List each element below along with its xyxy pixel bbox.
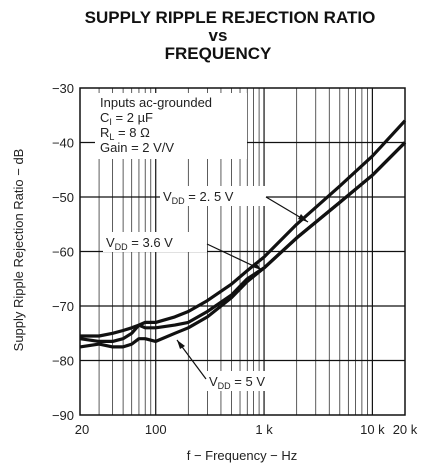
chart-title-line-3: FREQUENCY [164,44,272,63]
x-tick-label: 20 k [393,422,418,437]
x-axis-label: f − Frequency − Hz [187,448,298,463]
y-tick-label: −60 [52,245,74,260]
y-tick-label: −70 [52,299,74,314]
arrow-3v6 [252,262,262,270]
label-bg-3v6 [103,232,207,252]
condition-ci: CI = 2 µF [100,110,153,127]
label-vdd-2v5: VDD = 2. 5 V [163,189,234,206]
label-bg-5v [206,371,286,391]
series-line-3 [79,141,407,349]
y-axis-label: Supply Ripple Rejection Ratio − dB [11,149,26,352]
y-tick-label: −90 [52,408,74,423]
y-tick-label: −50 [52,190,74,205]
conditions-box [95,93,247,159]
y-tick-label: −30 [52,81,74,96]
tick-labels: 20 100 1 k 10 k 20 k −30 −40 −50 −60 −70 −80 −90 [52,81,418,437]
label-vdd-5v: VDD = 5 V [209,374,265,391]
x-tick-label: 10 k [360,422,385,437]
arrow-2v5 [298,214,308,222]
condition-gain: Gain = 2 V/V [100,140,174,155]
label-bg-2v5 [160,186,266,206]
condition-inputs: Inputs ac-grounded [100,95,212,110]
chart-title-line-1: SUPPLY RIPPLE REJECTION RATIO [84,8,376,27]
y-tick-label: −80 [52,354,74,369]
x-tick-label: 100 [145,422,167,437]
chart-title-line-2: vs [208,26,228,45]
x-tick-label: 1 k [255,422,273,437]
arrow-5v [177,340,185,349]
plot-frame [79,87,406,416]
label-vdd-3v6: VDD = 3.6 V [106,235,173,252]
x-tick-label: 20 [75,422,89,437]
y-tick-label: −40 [52,136,74,151]
